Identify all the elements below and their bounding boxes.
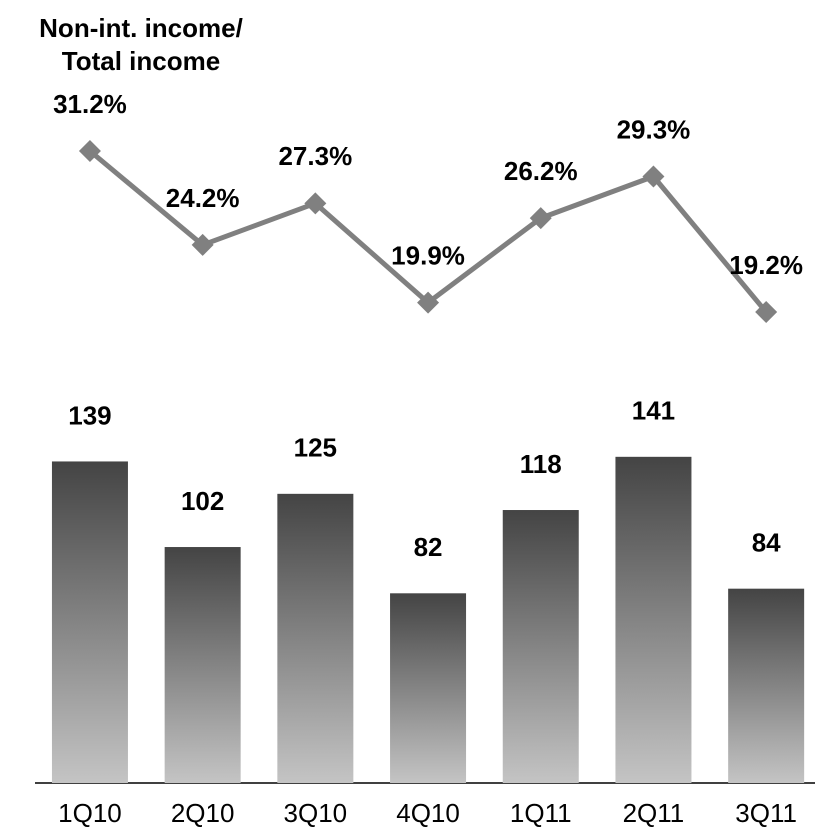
line-value-label: 29.3% — [617, 114, 691, 144]
line-value-label: 31.2% — [53, 89, 127, 119]
bar — [615, 456, 692, 783]
x-tick-label: 2Q11 — [623, 798, 685, 828]
marker — [191, 233, 214, 256]
marker — [529, 207, 552, 230]
x-tick-label: 3Q10 — [284, 798, 348, 828]
marker — [642, 165, 665, 188]
chart-title: Non-int. income/ Total income — [39, 13, 243, 76]
bar — [502, 510, 579, 783]
line-value-label: 24.2% — [166, 183, 240, 213]
bar — [164, 547, 241, 783]
bar-value-label: 125 — [294, 433, 337, 463]
bar-value-label: 82 — [414, 532, 443, 562]
bar — [51, 461, 128, 783]
line-value-label: 27.3% — [278, 141, 352, 171]
marker — [417, 291, 440, 314]
line-value-label: 26.2% — [504, 156, 578, 186]
x-tick-label: 1Q10 — [58, 798, 122, 828]
bar — [277, 493, 354, 783]
line — [88, 149, 769, 314]
bar-value-label: 84 — [752, 528, 781, 558]
bar — [728, 588, 805, 783]
bar-value-label: 102 — [181, 486, 224, 516]
x-tick-label: 1Q11 — [510, 798, 572, 828]
bar-value-label: 141 — [632, 396, 675, 426]
marker — [304, 192, 327, 215]
bar-value-label: 139 — [68, 400, 111, 430]
x-tick-label: 3Q11 — [735, 798, 797, 828]
line-value-label: 19.9% — [391, 241, 465, 271]
bar-value-label: 118 — [520, 449, 562, 479]
marker — [755, 301, 778, 324]
bar — [390, 593, 467, 783]
line-value-label: 19.2% — [729, 250, 803, 280]
x-tick-label: 2Q10 — [171, 798, 235, 828]
marker — [78, 139, 101, 162]
x-tick-label: 4Q10 — [396, 798, 460, 828]
